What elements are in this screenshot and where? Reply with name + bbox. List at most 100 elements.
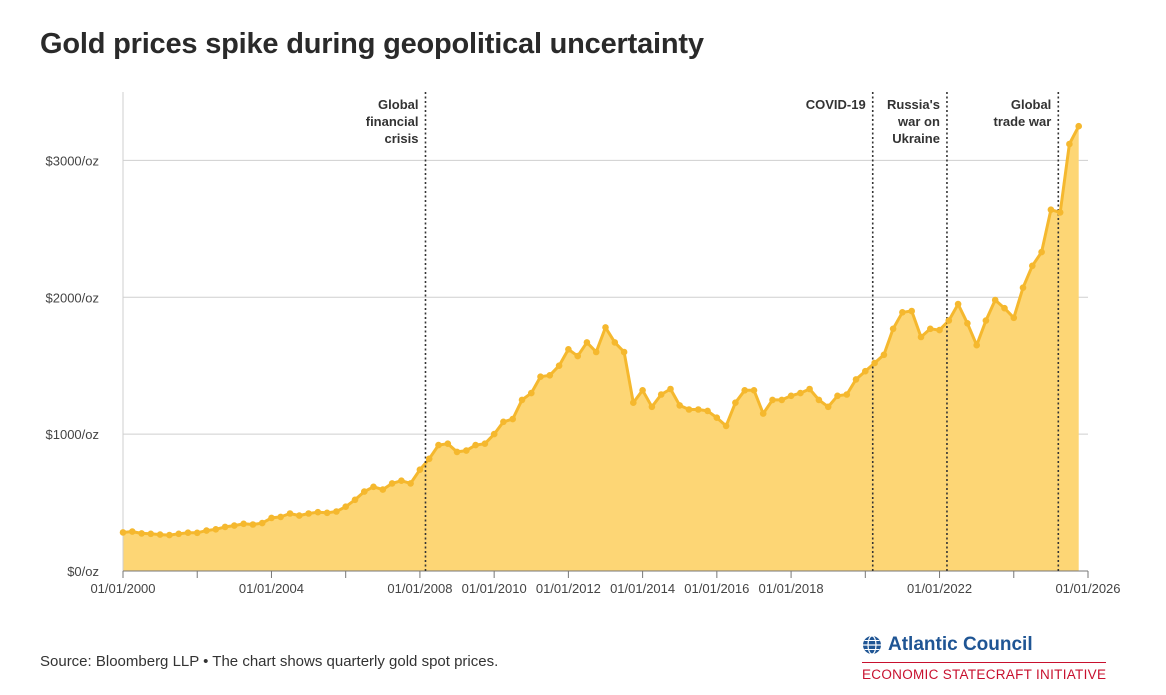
chart-title: Gold prices spike during geopolitical un…: [40, 28, 704, 60]
price-point: [899, 309, 906, 316]
price-point: [472, 441, 479, 449]
price-point: [258, 519, 266, 527]
x-tick-label: 01/01/2008: [387, 581, 452, 596]
price-point: [528, 389, 535, 397]
price-point: [964, 320, 971, 327]
x-tick-label: 01/01/2018: [759, 581, 824, 596]
price-point: [657, 391, 665, 398]
price-point: [1056, 209, 1064, 216]
price-point: [166, 531, 173, 539]
price-point: [787, 392, 795, 400]
price-point: [741, 387, 748, 394]
price-point: [361, 488, 368, 495]
price-point: [889, 325, 897, 333]
price-point: [824, 403, 832, 411]
price-point: [945, 317, 953, 324]
price-point: [221, 523, 229, 531]
price-point: [323, 509, 331, 517]
price-point: [704, 407, 711, 415]
price-point: [778, 396, 786, 404]
price-point: [639, 387, 646, 394]
price-point: [769, 396, 776, 404]
x-tick-label: 01/01/2012: [536, 581, 601, 596]
price-point: [592, 348, 600, 356]
price-point: [555, 362, 563, 370]
price-point: [537, 373, 544, 381]
price-area: [123, 126, 1079, 571]
price-point: [333, 508, 340, 515]
price-point: [119, 529, 127, 536]
price-point: [1075, 122, 1082, 130]
price-point: [425, 455, 433, 463]
price-point: [444, 440, 452, 448]
event-annotation-label: crisis: [385, 131, 419, 146]
price-point: [797, 389, 804, 397]
y-tick-label: $3000/oz: [46, 153, 100, 168]
price-point: [314, 508, 322, 516]
price-point: [843, 391, 851, 398]
price-point: [1029, 262, 1036, 270]
price-point: [435, 441, 442, 449]
price-point: [286, 510, 294, 517]
price-point: [565, 346, 572, 353]
price-point: [398, 477, 405, 485]
price-point: [880, 351, 888, 359]
event-annotation-label: war on: [897, 114, 940, 129]
price-point: [927, 325, 934, 333]
price-point: [296, 512, 303, 519]
price-point: [583, 339, 591, 346]
price-point: [342, 503, 350, 511]
event-annotation-label: financial: [366, 114, 419, 129]
price-point: [249, 521, 257, 528]
price-point: [453, 448, 461, 456]
price-point: [871, 359, 878, 367]
globe-icon: [863, 635, 881, 655]
price-point: [695, 406, 702, 413]
price-point: [370, 483, 377, 491]
event-annotation-label: Global: [1011, 97, 1051, 112]
price-point: [305, 510, 312, 517]
price-point: [759, 410, 767, 417]
price-point: [490, 430, 498, 438]
price-point: [156, 531, 164, 538]
price-point: [509, 415, 516, 423]
price-point: [184, 529, 192, 536]
price-point: [231, 522, 238, 529]
price-point: [388, 480, 396, 487]
price-point: [212, 526, 220, 533]
price-point: [379, 486, 387, 493]
price-point: [500, 418, 507, 426]
price-point: [648, 403, 656, 411]
price-point: [351, 496, 359, 504]
event-annotation-label: Russia's: [887, 97, 940, 112]
price-point: [611, 339, 619, 346]
y-tick-label: $0/oz: [67, 564, 99, 579]
price-point: [834, 392, 841, 400]
source-note: Source: Bloomberg LLP • The chart shows …: [40, 653, 499, 670]
price-point: [806, 385, 813, 393]
price-point: [991, 296, 999, 304]
price-point: [546, 372, 554, 379]
y-tick-label: $1000/oz: [46, 427, 100, 442]
price-point: [676, 402, 683, 409]
event-annotation-label: Ukraine: [892, 131, 940, 146]
brand-logo: Atlantic Council ECONOMIC STATECRAFT INI…: [862, 634, 1124, 684]
price-point: [518, 396, 526, 404]
price-point: [1001, 304, 1008, 312]
price-point: [602, 324, 609, 331]
x-tick-label: 01/01/2010: [462, 581, 527, 596]
price-point: [463, 447, 470, 454]
price-point: [1038, 248, 1045, 256]
x-tick-label: 01/01/2026: [1055, 581, 1120, 596]
x-tick-label: 01/01/2004: [239, 581, 304, 596]
price-point: [138, 530, 145, 537]
price-point: [750, 387, 758, 394]
price-point: [685, 406, 693, 413]
price-point: [954, 300, 962, 308]
price-point: [240, 520, 247, 528]
price-point: [973, 341, 980, 349]
brand-subtitle: ECONOMIC STATECRAFT INITIATIVE: [862, 662, 1107, 682]
price-point: [147, 530, 155, 538]
price-point: [416, 466, 424, 474]
